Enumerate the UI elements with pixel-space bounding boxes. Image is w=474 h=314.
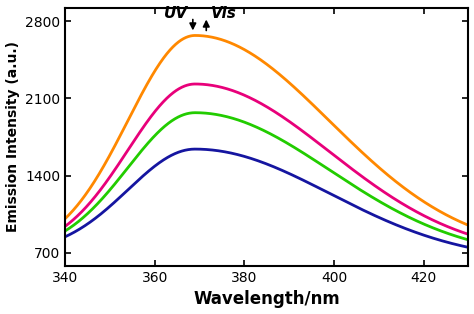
X-axis label: Wavelength/nm: Wavelength/nm bbox=[193, 290, 340, 308]
Text: UV: UV bbox=[164, 6, 188, 21]
Text: Vis: Vis bbox=[211, 6, 237, 21]
Y-axis label: Emission Intensity (a.u.): Emission Intensity (a.u.) bbox=[6, 41, 19, 232]
